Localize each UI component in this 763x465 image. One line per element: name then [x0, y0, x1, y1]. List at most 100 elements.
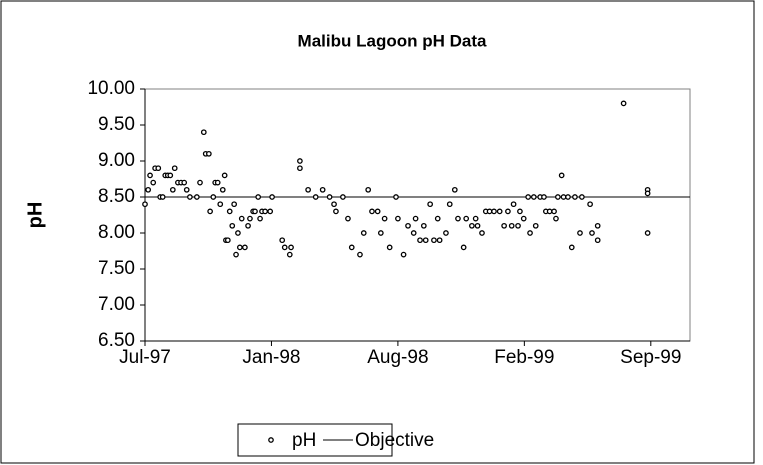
data-point	[546, 208, 553, 215]
data-point	[360, 230, 367, 236]
data-point	[169, 186, 176, 193]
data-point	[377, 230, 384, 236]
data-point	[460, 244, 467, 251]
data-point	[236, 244, 243, 251]
data-point	[594, 237, 601, 244]
y-tick-label: 8.00	[98, 222, 135, 243]
chart-title: Malibu Lagoon pH Data	[298, 31, 487, 50]
data-point	[572, 194, 578, 200]
legend-marker	[268, 437, 274, 443]
legend-box	[237, 423, 393, 457]
data-point	[183, 186, 190, 193]
y-tick-label: 6.50	[98, 330, 135, 351]
data-point	[510, 201, 517, 208]
data-point	[644, 190, 651, 197]
data-point	[594, 222, 601, 229]
data-point	[463, 215, 470, 222]
data-point	[340, 194, 346, 200]
data-point	[252, 208, 258, 215]
data-point	[517, 208, 523, 215]
data-point	[221, 172, 228, 179]
y-tick-label: 9.00	[98, 150, 135, 171]
data-point	[577, 230, 583, 236]
data-point	[231, 201, 237, 208]
data-point	[508, 222, 515, 229]
data-point	[233, 251, 239, 258]
legend-label: pH	[292, 430, 316, 451]
data-point	[525, 194, 531, 200]
data-point	[262, 208, 268, 215]
y-tick-label: 7.50	[98, 258, 135, 279]
data-point	[393, 194, 399, 200]
data-point	[331, 201, 337, 208]
data-point	[242, 244, 248, 251]
data-point	[558, 172, 565, 179]
data-point	[532, 222, 539, 229]
data-point	[374, 208, 381, 215]
data-point	[142, 201, 148, 208]
data-point	[210, 194, 217, 200]
data-point	[217, 201, 224, 208]
data-point	[486, 208, 493, 215]
y-axis-label: pH	[24, 202, 46, 229]
data-point	[193, 194, 200, 200]
data-point	[238, 215, 245, 222]
data-point	[496, 208, 503, 215]
data-point	[319, 186, 326, 193]
data-point	[365, 186, 372, 193]
data-point	[167, 172, 174, 179]
data-point	[455, 215, 461, 222]
data-point	[187, 194, 193, 200]
y-tick-label: 10.00	[87, 78, 135, 99]
data-point	[200, 129, 207, 136]
data-point	[150, 179, 157, 186]
data-point	[541, 194, 547, 200]
data-point	[579, 194, 585, 200]
data-point	[410, 230, 417, 236]
data-point	[400, 251, 407, 258]
data-point	[305, 186, 311, 193]
data-point	[553, 215, 559, 222]
data-point	[527, 230, 533, 236]
data-point	[395, 215, 401, 222]
data-point	[145, 186, 152, 193]
data-point	[226, 208, 233, 215]
data-point	[181, 179, 188, 186]
data-point	[434, 215, 441, 222]
data-point	[267, 208, 274, 215]
data-point	[345, 215, 351, 222]
data-point	[207, 208, 213, 215]
data-point	[333, 208, 339, 215]
data-point	[245, 222, 251, 229]
data-point	[560, 194, 567, 200]
y-tick-label: 8.50	[98, 186, 135, 207]
y-tick-label: 7.00	[98, 294, 135, 315]
data-point	[255, 194, 262, 200]
data-point	[159, 194, 166, 200]
data-point	[247, 215, 253, 222]
data-point	[214, 179, 221, 186]
data-point	[206, 150, 212, 157]
data-point	[422, 237, 429, 244]
data-point	[479, 230, 485, 236]
data-point	[446, 201, 453, 208]
data-point	[644, 230, 651, 236]
data-point	[412, 215, 419, 222]
data-point	[451, 186, 458, 193]
data-point	[491, 208, 497, 215]
data-point	[357, 251, 363, 258]
data-point	[620, 100, 627, 107]
y-tick-label: 9.50	[98, 114, 135, 135]
data-point	[286, 251, 293, 258]
data-point	[417, 237, 423, 244]
data-point	[472, 215, 479, 222]
data-point	[587, 201, 593, 208]
data-point	[369, 208, 375, 215]
x-tick-label: Sep-99	[620, 347, 681, 368]
data-point	[420, 222, 427, 229]
data-point	[326, 194, 333, 200]
x-tick-label: Feb-99	[494, 347, 554, 368]
data-point	[348, 244, 355, 251]
x-tick-label: Jan-98	[242, 347, 300, 368]
